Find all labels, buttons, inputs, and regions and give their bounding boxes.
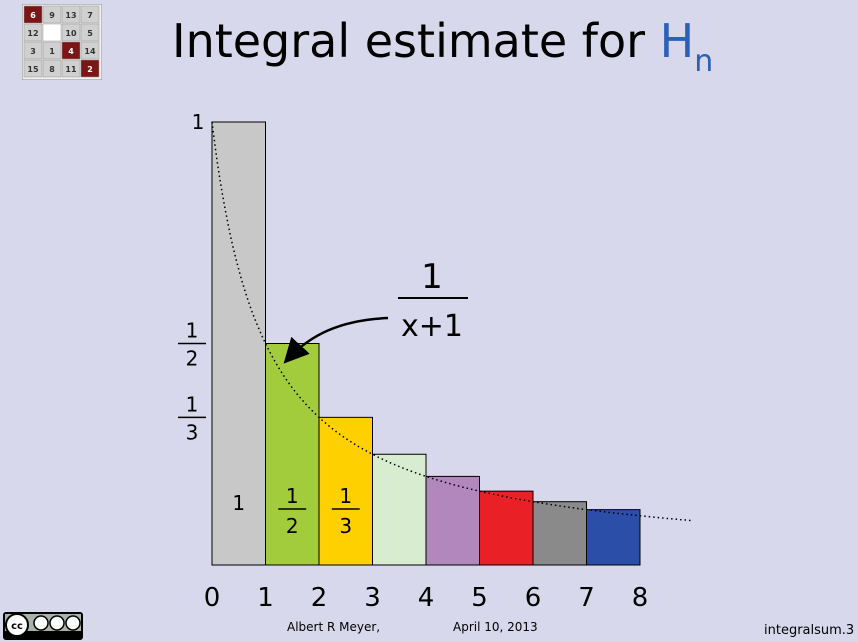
title-subscript: n xyxy=(694,44,714,79)
formula-label: 1 x+1 xyxy=(398,257,468,344)
slide-title: Integral estimate for Hn xyxy=(172,14,713,79)
logo-cell xyxy=(23,41,43,60)
bar-5 xyxy=(425,475,480,566)
logo-cell xyxy=(80,5,100,24)
logo-cell-number: 14 xyxy=(84,47,96,56)
y-label-num-3: 1 xyxy=(186,392,199,416)
logo-cell-number: 2 xyxy=(87,65,93,74)
logo-cell-number: 7 xyxy=(87,11,93,20)
y-label-den-3: 3 xyxy=(186,420,199,444)
title-prefix: Integral estimate for xyxy=(172,14,660,68)
bar-label-num-3: 1 xyxy=(339,484,352,508)
formula-numerator: 1 xyxy=(421,257,443,297)
logo-cell xyxy=(23,59,43,78)
y-label-den-2: 2 xyxy=(186,347,199,371)
bar-1 xyxy=(211,121,266,566)
x-tick-4: 4 xyxy=(418,583,435,613)
logo-cell xyxy=(80,59,100,78)
logo-cell xyxy=(42,59,62,78)
formula-denominator: x+1 xyxy=(401,309,463,344)
logo-cell-number: 12 xyxy=(27,29,38,38)
footer-date: April 10, 2013 xyxy=(453,620,538,634)
logo-cell-number: 1 xyxy=(49,47,55,56)
logo-cell-number: 3 xyxy=(30,47,36,56)
pointer-arrow xyxy=(283,316,389,364)
logo-cell-number: 9 xyxy=(49,11,55,20)
logo-cell-number: 4 xyxy=(68,47,74,56)
x-tick-1: 1 xyxy=(257,583,274,613)
bar-label-den-3: 3 xyxy=(339,514,352,538)
logo-cell xyxy=(80,23,100,42)
logo-cell xyxy=(23,23,43,42)
x-tick-7: 7 xyxy=(578,583,595,613)
logo-cell xyxy=(80,41,100,60)
logo-cell xyxy=(42,41,62,60)
bar-3 xyxy=(318,416,373,566)
logo-cell xyxy=(61,41,81,60)
bar-label-1: 1 xyxy=(232,491,245,515)
logo-cell xyxy=(23,5,43,24)
logo-cell xyxy=(61,5,81,24)
cc-license-icon: cc xyxy=(3,612,83,640)
logo-cell xyxy=(42,23,62,42)
y-label-num-2: 1 xyxy=(186,319,199,343)
bar-7 xyxy=(532,501,587,566)
bar-4 xyxy=(372,453,427,566)
y-label-1: 1 xyxy=(192,110,205,134)
title-symbol: H xyxy=(659,14,695,68)
logo-cell xyxy=(61,59,81,78)
x-tick-3: 3 xyxy=(364,583,381,613)
svg-text:cc: cc xyxy=(11,621,23,632)
bar-label-num-2: 1 xyxy=(286,484,299,508)
bar-8 xyxy=(586,509,641,566)
logo-cell xyxy=(61,23,81,42)
x-tick-0: 0 xyxy=(204,583,221,613)
x-tick-6: 6 xyxy=(525,583,542,613)
logo-cell-number: 6 xyxy=(30,11,36,20)
logo-cell-number: 8 xyxy=(49,65,55,74)
x-tick-2: 2 xyxy=(311,583,328,613)
logo-cell-number: 13 xyxy=(65,11,76,20)
logo-cell-number: 11 xyxy=(65,65,77,74)
bar-label-den-2: 2 xyxy=(286,514,299,538)
logo-cell-number: 15 xyxy=(27,65,39,74)
bar-2 xyxy=(265,343,320,566)
x-tick-5: 5 xyxy=(471,583,488,613)
logo-cell xyxy=(42,5,62,24)
x-tick-8: 8 xyxy=(632,583,649,613)
footer-author: Albert R Meyer, xyxy=(287,620,381,634)
logo-cell-number: 10 xyxy=(65,29,77,38)
curve-line xyxy=(211,121,694,522)
bar-6 xyxy=(479,490,534,566)
logo-cell-number: 5 xyxy=(87,29,93,38)
footer-slide-id: integralsum.3 xyxy=(764,623,855,638)
